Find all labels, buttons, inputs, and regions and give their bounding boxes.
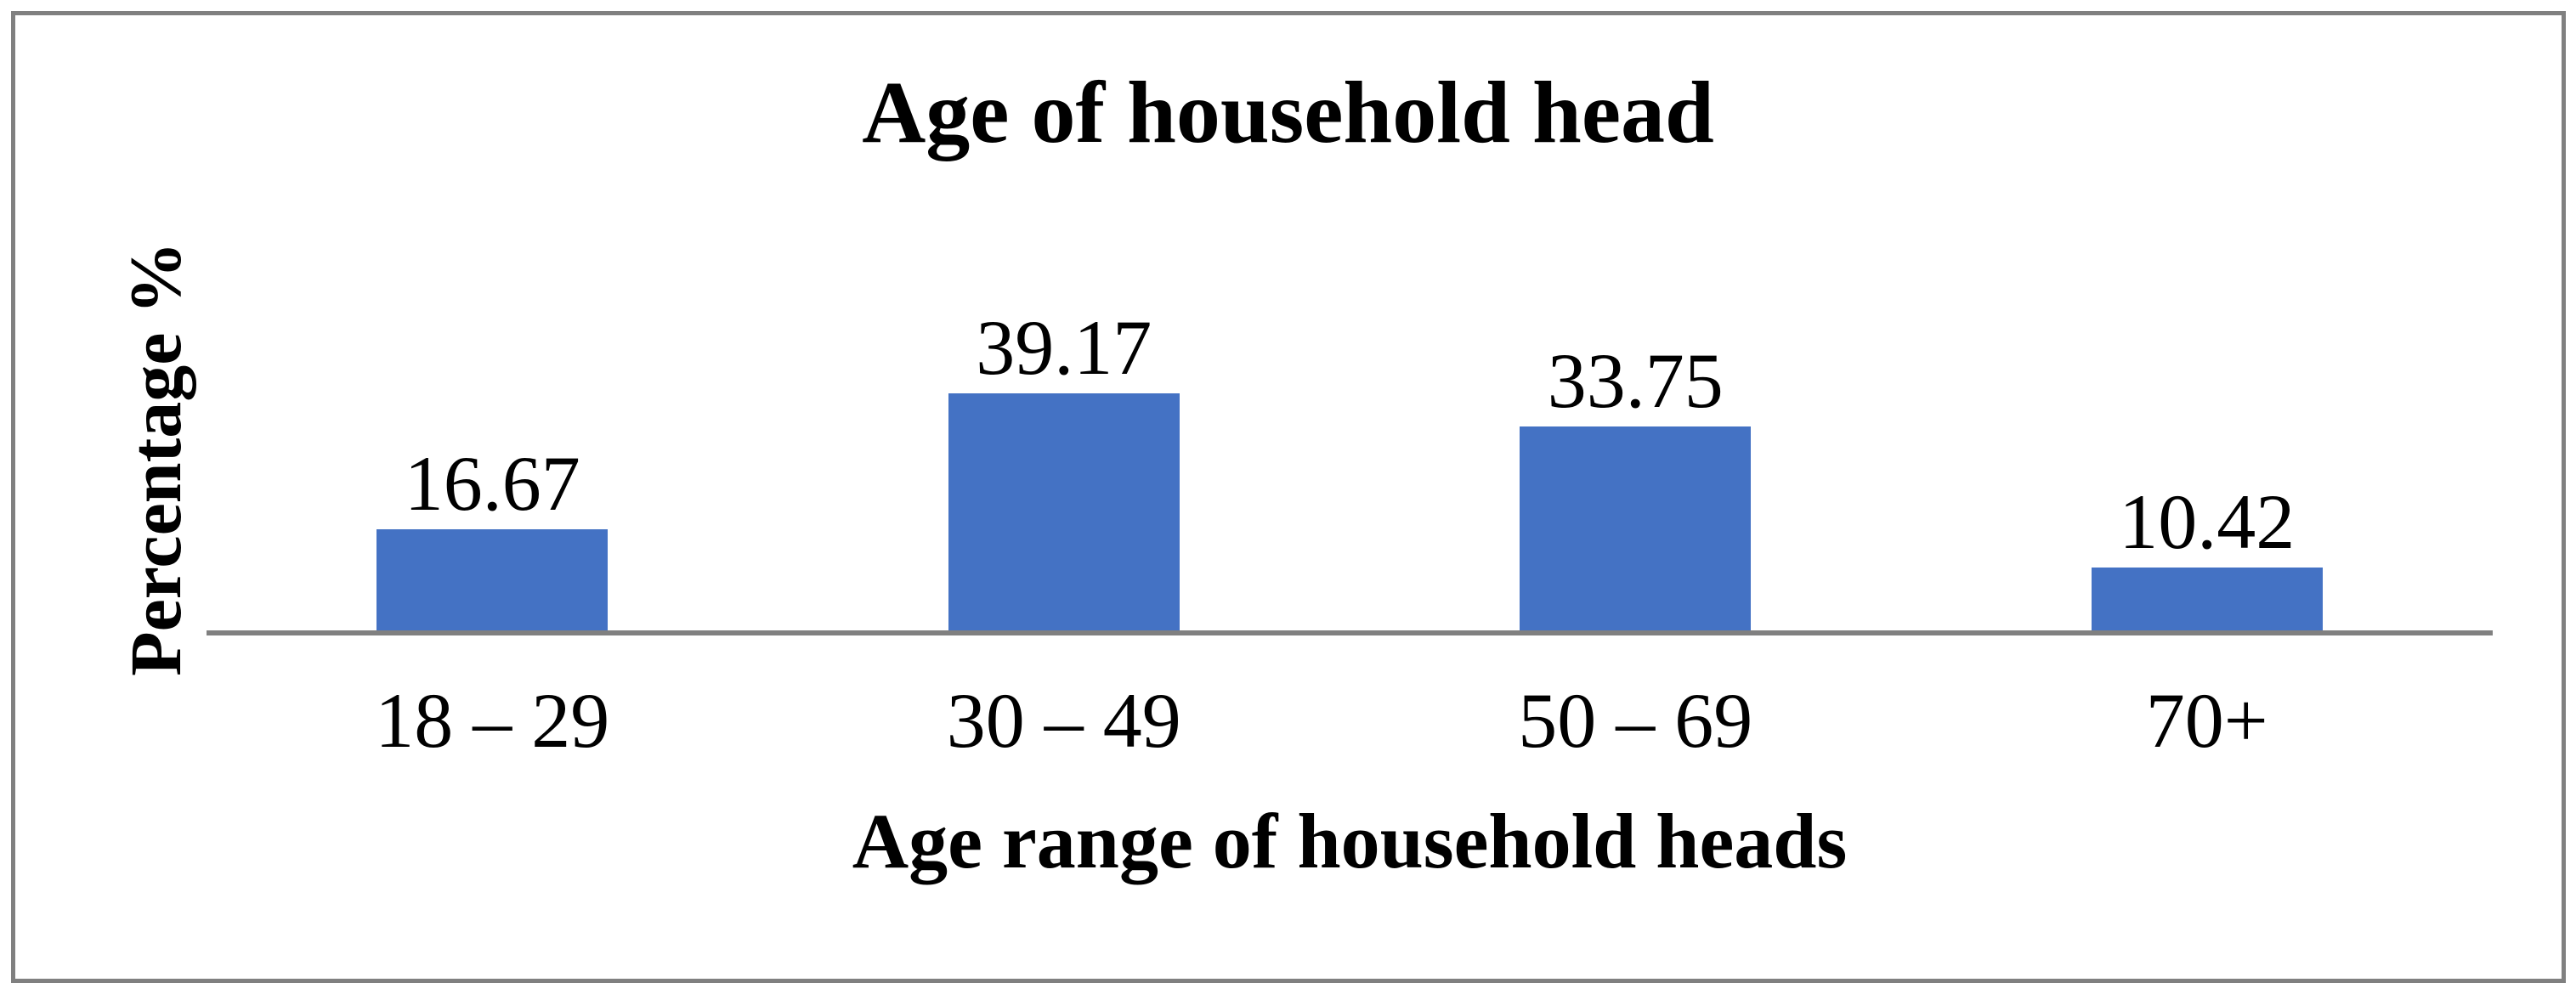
- bar-value-label-3: 10.42: [2119, 478, 2296, 565]
- x-axis-title: Age range of household heads: [852, 798, 1848, 884]
- bar-slot-3: 10.42: [1922, 0, 2494, 630]
- chart-outer-border: [11, 11, 2566, 983]
- x-tick-label-3: 70+: [2145, 677, 2268, 764]
- bar-3: [2091, 568, 2323, 630]
- x-tick-label-0: 18 – 29: [375, 677, 610, 764]
- x-axis-tick-labels: 18 – 29 30 – 49 50 – 69 70+: [207, 681, 2493, 783]
- bar-1: [948, 393, 1180, 630]
- x-tick-label-1: 30 – 49: [946, 677, 1181, 764]
- y-axis-title: Percentage %: [115, 241, 196, 676]
- x-axis-line: [207, 630, 2493, 635]
- bar-value-label-0: 16.67: [404, 440, 580, 527]
- plot-area: 16.67 39.17 33.75 10.42: [207, 0, 2493, 630]
- bar-0: [376, 529, 609, 630]
- bar-2: [1520, 426, 1752, 630]
- bar-slot-2: 33.75: [1350, 0, 1922, 630]
- bar-value-label-2: 33.75: [1547, 337, 1724, 424]
- x-tick-label-2: 50 – 69: [1518, 677, 1753, 764]
- bar-slot-0: 16.67: [207, 0, 778, 630]
- bar-slot-1: 39.17: [778, 0, 1350, 630]
- chart-title: Age of household head: [862, 64, 1714, 161]
- bar-value-label-1: 39.17: [976, 304, 1152, 391]
